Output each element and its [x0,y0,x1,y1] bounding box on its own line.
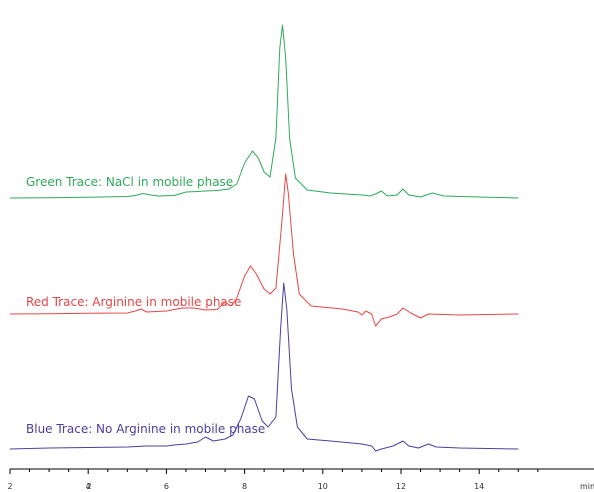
x-axis: 24 6 8 10 12 14 2 min [7,468,594,491]
x-axis-ticks: 24 6 8 10 12 14 [9,469,539,491]
x-tick-label-14: 14 [474,482,484,491]
x-tick-label-2: 2 [86,482,91,491]
x-tick-label-8: 8 [242,482,247,491]
x-axis-unit-label: min [580,482,594,491]
x-tick-label-6: 6 [164,482,169,491]
x-tick-label-10: 10 [318,482,328,491]
trace-lines [9,24,519,452]
x-tick-label-4: 4 [86,482,91,491]
series-label-green: Green Trace: NaCl in mobile phase [26,175,233,189]
trace-line-1 [9,173,519,327]
series-labels: Green Trace: NaCl in mobile phase Red Tr… [26,175,265,436]
x-tick-label-12: 12 [396,482,406,491]
series-label-red: Red Trace: Arginine in mobile phase [26,295,241,309]
trace-line-2 [9,282,519,452]
series-label-blue: Blue Trace: No Arginine in mobile phase [26,422,265,436]
x-axis-start-label: 2 [7,482,12,491]
trace-line-0 [9,24,519,199]
